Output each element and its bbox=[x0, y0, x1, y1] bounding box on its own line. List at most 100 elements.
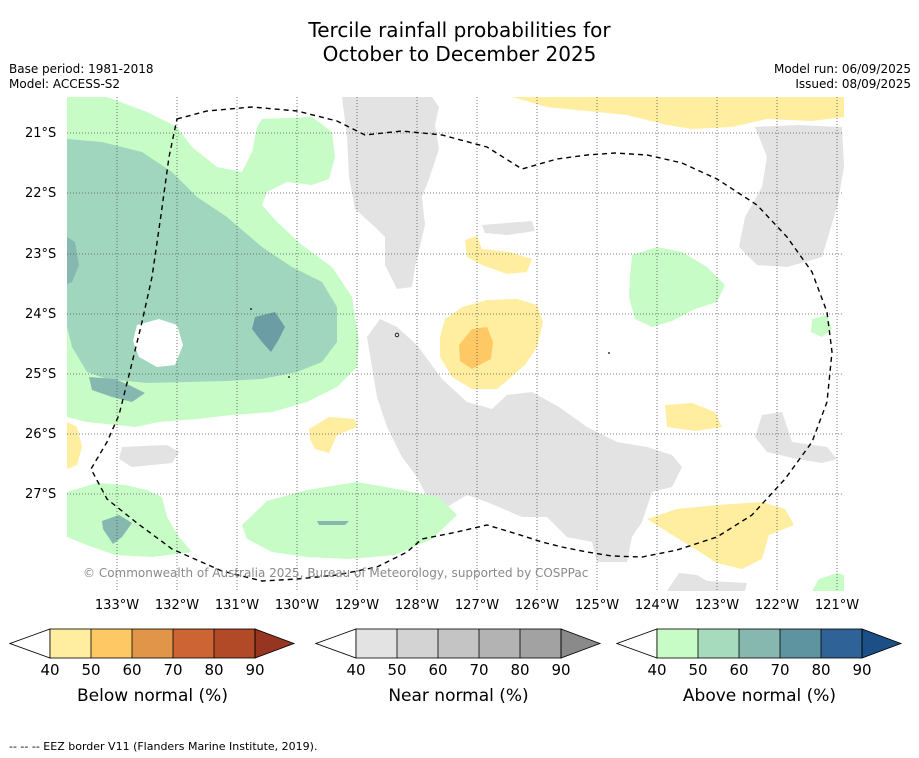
colorbar-tick: 60 bbox=[729, 661, 749, 679]
colorbar-tick: 90 bbox=[551, 661, 571, 679]
colorbar-segment bbox=[520, 629, 561, 658]
lon-label: 124°W bbox=[634, 598, 680, 613]
colorbar-segment bbox=[173, 629, 214, 658]
colorbar-segment bbox=[438, 629, 479, 658]
lon-label: 122°W bbox=[754, 598, 800, 613]
colorbar-tick: 60 bbox=[122, 661, 142, 679]
meta-right: Model run: 06/09/2025 Issued: 08/09/2025 bbox=[774, 62, 911, 92]
colorbar-label-below: Below normal (%) bbox=[77, 686, 228, 706]
colorbar-tick: 90 bbox=[245, 661, 265, 679]
colorbar-tick: 50 bbox=[688, 661, 708, 679]
island-marker bbox=[394, 332, 400, 338]
lat-label: 23°S bbox=[25, 247, 57, 262]
colorbar-tick: 80 bbox=[811, 661, 831, 679]
below-normal-50-region bbox=[459, 327, 493, 369]
probability-map: © Commonwealth of Australia 2025, Bureau… bbox=[67, 97, 844, 591]
map-title: Tercile rainfall probabilities for Octob… bbox=[0, 18, 919, 66]
near-normal-region bbox=[367, 319, 682, 562]
colorbar-label-near: Near normal (%) bbox=[388, 686, 529, 706]
model-run: Model run: 06/09/2025 bbox=[773, 62, 911, 76]
colorbar-low-extend bbox=[9, 628, 51, 659]
colorbar-label-above: Above normal (%) bbox=[682, 686, 837, 706]
lon-label: 128°W bbox=[394, 598, 440, 613]
colorbar-segment bbox=[91, 629, 132, 658]
meta-left: Base period: 1981-2018 Model: ACCESS-S2 bbox=[9, 62, 154, 92]
colorbar-high-extend bbox=[560, 628, 602, 659]
colorbar-tick: 40 bbox=[647, 661, 667, 679]
colorbar-near-normal bbox=[315, 628, 602, 659]
below-normal-40-region bbox=[512, 97, 844, 129]
no-signal-area bbox=[133, 319, 183, 367]
title-line-1: Tercile rainfall probabilities for bbox=[308, 18, 611, 42]
colorbar-segment bbox=[739, 629, 780, 658]
near-normal-regions bbox=[119, 97, 844, 591]
near-normal-region bbox=[739, 125, 844, 267]
lon-label: 121°W bbox=[814, 598, 860, 613]
above-normal-40-region bbox=[67, 483, 192, 557]
colorbar-tick: 80 bbox=[204, 661, 224, 679]
lon-label: 123°W bbox=[694, 598, 740, 613]
above-normal-40-region bbox=[242, 482, 457, 559]
colorbar-tick: 70 bbox=[469, 661, 489, 679]
below-normal-40-region bbox=[309, 417, 357, 453]
colorbar-tick: 40 bbox=[346, 661, 366, 679]
near-normal-region bbox=[755, 412, 837, 463]
colorbar-tick: 80 bbox=[510, 661, 530, 679]
above-normal-70-region bbox=[252, 312, 285, 352]
eez-footnote: -- -- -- EEZ border V11 (Flanders Marine… bbox=[9, 740, 318, 753]
base-period: Base period: 1981-2018 bbox=[9, 62, 154, 76]
colorbar-tick: 50 bbox=[387, 661, 407, 679]
colorbar-tick: 60 bbox=[428, 661, 448, 679]
above-normal-40-region bbox=[629, 247, 725, 327]
below-normal-40-region bbox=[465, 236, 532, 274]
title-line-2: October to December 2025 bbox=[322, 42, 597, 66]
colorbar-segment bbox=[356, 629, 397, 658]
near-normal-region bbox=[342, 97, 439, 289]
lon-label: 131°W bbox=[214, 598, 260, 613]
colorbar-segment bbox=[214, 629, 255, 658]
above-normal-40-region bbox=[812, 573, 844, 591]
lat-label: 26°S bbox=[25, 427, 57, 442]
lat-label: 22°S bbox=[25, 186, 57, 201]
copyright-text: © Commonwealth of Australia 2025, Bureau… bbox=[83, 566, 588, 580]
lon-label: 132°W bbox=[154, 598, 200, 613]
lon-label: 133°W bbox=[94, 598, 140, 613]
colorbar-segment bbox=[821, 629, 862, 658]
lat-label: 27°S bbox=[25, 487, 57, 502]
model-name: Model: ACCESS-S2 bbox=[9, 77, 121, 91]
colorbar-tick: 40 bbox=[40, 661, 60, 679]
near-normal-region bbox=[482, 221, 535, 235]
colorbar-tick: 50 bbox=[81, 661, 101, 679]
colorbar-segment bbox=[397, 629, 438, 658]
island-marker bbox=[250, 308, 252, 310]
colorbar-tick: 90 bbox=[852, 661, 872, 679]
colorbar-tick: 70 bbox=[163, 661, 183, 679]
above-normal-50-region bbox=[317, 521, 349, 525]
eez-border bbox=[90, 106, 833, 582]
colorbar-tick: 70 bbox=[770, 661, 790, 679]
colorbar-segment bbox=[780, 629, 821, 658]
colorbar-below-normal bbox=[9, 628, 296, 659]
colorbar-segment bbox=[698, 629, 739, 658]
above-normal-60-region bbox=[67, 237, 79, 284]
lat-label: 21°S bbox=[25, 126, 57, 141]
grid-lines bbox=[67, 97, 844, 591]
colorbar-segment bbox=[479, 629, 520, 658]
issued-date: Issued: 08/09/2025 bbox=[795, 77, 911, 91]
lat-label: 25°S bbox=[25, 367, 57, 382]
colorbar-high-extend bbox=[861, 628, 903, 659]
colorbar-low-extend bbox=[315, 628, 357, 659]
colorbar-above-normal bbox=[616, 628, 903, 659]
near-normal-region bbox=[667, 573, 747, 591]
above-normal-40-region bbox=[811, 315, 832, 337]
colorbar-low-extend bbox=[616, 628, 658, 659]
lon-label: 126°W bbox=[514, 598, 560, 613]
lon-label: 125°W bbox=[574, 598, 620, 613]
colorbar-segment bbox=[657, 629, 698, 658]
near-normal-region bbox=[119, 445, 179, 467]
below-normal-40-region bbox=[665, 403, 722, 431]
lat-label: 24°S bbox=[25, 307, 57, 322]
lon-label: 127°W bbox=[454, 598, 500, 613]
lon-label: 130°W bbox=[274, 598, 320, 613]
colorbar-segment bbox=[50, 629, 91, 658]
